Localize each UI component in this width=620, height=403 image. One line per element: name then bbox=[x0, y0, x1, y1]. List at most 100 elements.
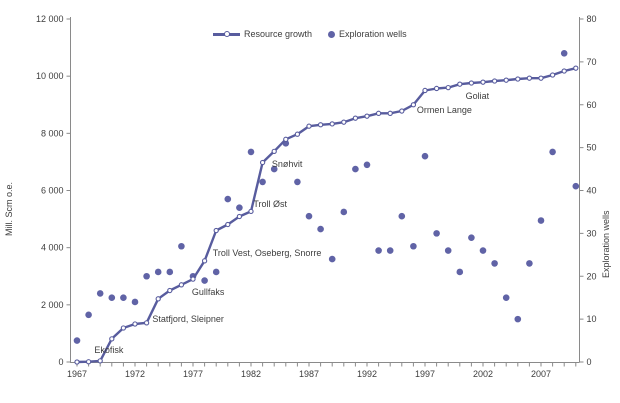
y-axis-left-tick-label: 2 000 bbox=[41, 300, 64, 310]
y-axis-left-tick-label: 4 000 bbox=[41, 243, 64, 253]
exploration-wells-dot bbox=[270, 165, 278, 173]
annotation-label: Snøhvit bbox=[272, 159, 303, 169]
exploration-wells-dot bbox=[120, 294, 127, 301]
annotation-label: Troll Vest, Oseberg, Snorre bbox=[213, 248, 322, 258]
legend-item-exploration-wells: Exploration wells bbox=[328, 29, 407, 39]
exploration-wells-dot bbox=[85, 311, 92, 319]
y-axis-left-tick-label: 6 000 bbox=[41, 186, 64, 196]
y-axis-right-tick-label: 20 bbox=[587, 271, 597, 281]
legend-item-resource-growth: Resource growth bbox=[213, 29, 312, 39]
y-axis-left-tick-label: 0 bbox=[58, 357, 63, 367]
exploration-wells-dot bbox=[549, 148, 556, 156]
y-axis-right-tick-label: 70 bbox=[587, 57, 597, 67]
resource-growth-marker bbox=[190, 276, 196, 282]
y-axis-left-tick-label: 10 000 bbox=[36, 71, 64, 81]
exploration-wells-dot bbox=[166, 268, 174, 276]
x-axis-tick-label: 1987 bbox=[299, 369, 319, 379]
exploration-wells-dot bbox=[410, 242, 417, 250]
resource-growth-marker bbox=[468, 80, 475, 86]
resource-growth-marker bbox=[74, 359, 80, 365]
exploration-wells-dot bbox=[305, 212, 313, 220]
resource-growth-marker bbox=[538, 75, 544, 81]
resource-growth-marker bbox=[445, 84, 451, 91]
resource-growth-marker bbox=[143, 320, 150, 326]
exploration-wells-dot bbox=[236, 204, 243, 211]
exploration-wells-dot bbox=[560, 50, 568, 57]
resource-growth-marker bbox=[294, 131, 301, 137]
exploration-wells-dot bbox=[96, 290, 104, 297]
annotation-label: Goliat bbox=[466, 91, 490, 101]
y-axis-right-tick-label: 0 bbox=[587, 357, 592, 367]
resource-growth-marker bbox=[167, 287, 173, 294]
resource-growth-marker bbox=[271, 148, 277, 154]
exploration-wells-dot bbox=[143, 272, 150, 280]
resource-growth-marker bbox=[573, 65, 579, 71]
exploration-wells-dot bbox=[317, 225, 324, 233]
exploration-wells-dot bbox=[502, 294, 510, 301]
annotation-label: Ormen Lange bbox=[417, 105, 472, 115]
exploration-wells-dot bbox=[375, 247, 382, 254]
exploration-wells-dot bbox=[259, 178, 266, 186]
exploration-wells-dot bbox=[398, 212, 406, 220]
resource-growth-marker bbox=[399, 108, 405, 114]
x-axis-tick-label: 1997 bbox=[415, 369, 435, 379]
y-axis-left-tick-label: 8 000 bbox=[41, 128, 64, 138]
resource-growth-marker bbox=[213, 227, 219, 234]
resource-growth-marker bbox=[97, 358, 103, 364]
resource-growth-marker bbox=[85, 359, 92, 365]
dot-marker-icon bbox=[328, 30, 336, 38]
resource-growth-marker bbox=[178, 282, 185, 288]
y-axis-right-tick-label: 40 bbox=[587, 186, 597, 196]
exploration-wells-dot bbox=[572, 182, 580, 190]
resource-growth-marker bbox=[422, 87, 428, 94]
x-axis-tick-label: 1977 bbox=[183, 369, 203, 379]
annotation-label: Statfjord, Sleipner bbox=[152, 314, 224, 324]
exploration-wells-dot bbox=[201, 277, 208, 284]
y-axis-left-tick-label: 12 000 bbox=[36, 14, 64, 24]
exploration-wells-dot bbox=[212, 268, 220, 276]
x-axis-tick-label: 2002 bbox=[473, 369, 493, 379]
resource-growth-marker bbox=[236, 213, 243, 220]
resource-growth-marker bbox=[364, 113, 370, 119]
resource-growth-marker bbox=[317, 122, 324, 128]
resource-growth-marker bbox=[515, 76, 521, 82]
resource-growth-marker bbox=[120, 325, 127, 331]
annotation-label: Ekofisk bbox=[94, 345, 124, 355]
exploration-wells-dot bbox=[479, 247, 487, 254]
exploration-wells-dot bbox=[491, 260, 498, 267]
resource-growth-marker bbox=[410, 102, 417, 108]
resource-growth-marker bbox=[109, 336, 115, 342]
exploration-wells-dot bbox=[178, 242, 185, 250]
resource-growth-marker bbox=[387, 110, 393, 116]
exploration-wells-dot bbox=[352, 165, 359, 173]
open-circle-icon bbox=[223, 31, 230, 37]
exploration-wells-dot bbox=[131, 298, 139, 306]
annotation-label: Gullfaks bbox=[192, 287, 225, 297]
y-axis-right-tick-label: 10 bbox=[587, 314, 597, 324]
resource-growth-marker bbox=[248, 208, 254, 215]
resource-growth-marker bbox=[329, 121, 335, 127]
exploration-wells-dot bbox=[154, 268, 162, 276]
resource-growth-marker bbox=[526, 75, 533, 81]
y-axis-right-tick-label: 30 bbox=[587, 228, 597, 238]
resource-growth-marker bbox=[491, 78, 498, 84]
exploration-wells-dot bbox=[456, 268, 464, 276]
resource-growth-marker bbox=[259, 159, 266, 166]
exploration-wells-dot bbox=[537, 217, 545, 224]
exploration-wells-dot bbox=[444, 247, 452, 254]
exploration-wells-dot bbox=[526, 260, 533, 267]
exploration-wells-dot bbox=[421, 152, 429, 160]
legend: Resource growth Exploration wells bbox=[213, 29, 407, 39]
resource-growth-marker bbox=[549, 72, 556, 78]
y-axis-right-tick-label: 80 bbox=[587, 14, 597, 24]
resource-growth-marker bbox=[375, 110, 382, 116]
line-marker-icon bbox=[213, 31, 240, 37]
exploration-wells-dot bbox=[468, 234, 475, 241]
resource-growth-marker bbox=[225, 221, 231, 228]
x-axis-tick-label: 1972 bbox=[125, 369, 145, 379]
exploration-wells-dot bbox=[514, 315, 522, 323]
exploration-wells-dot bbox=[433, 230, 440, 237]
resource-growth-marker bbox=[201, 258, 208, 264]
